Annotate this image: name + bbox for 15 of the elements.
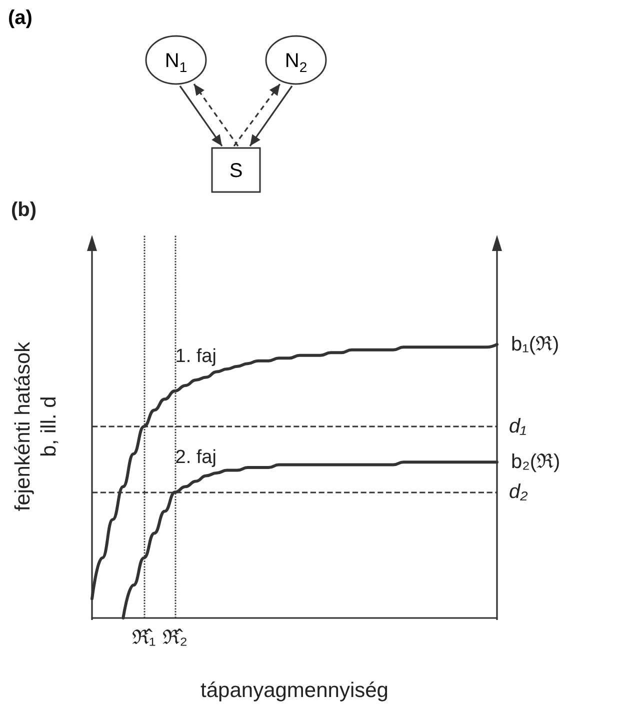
text: N$_{1}$ [164, 50, 188, 75]
series-label: 2. faj [175, 447, 216, 468]
text: b₂(ℜ) [511, 451, 560, 474]
text: S [229, 160, 243, 182]
series-label: 1. faj [175, 346, 216, 367]
y-axis-title: fejenkénti hatások b, ill. d [12, 341, 60, 512]
text: N$_{2}$ [284, 50, 308, 75]
x-axis-title: tápanyagmennyiség [200, 679, 388, 702]
ref-line-label: d₂ [509, 481, 528, 504]
chart-title: (b) [11, 199, 37, 221]
x-tick-label: ℜ̂₁ [132, 627, 156, 649]
ref-line-label: d₁ [509, 416, 526, 438]
x-tick-label: ℜ̂₂ [162, 627, 188, 649]
text: b₁(ℜ) [511, 333, 560, 356]
text: (a) [8, 7, 32, 29]
